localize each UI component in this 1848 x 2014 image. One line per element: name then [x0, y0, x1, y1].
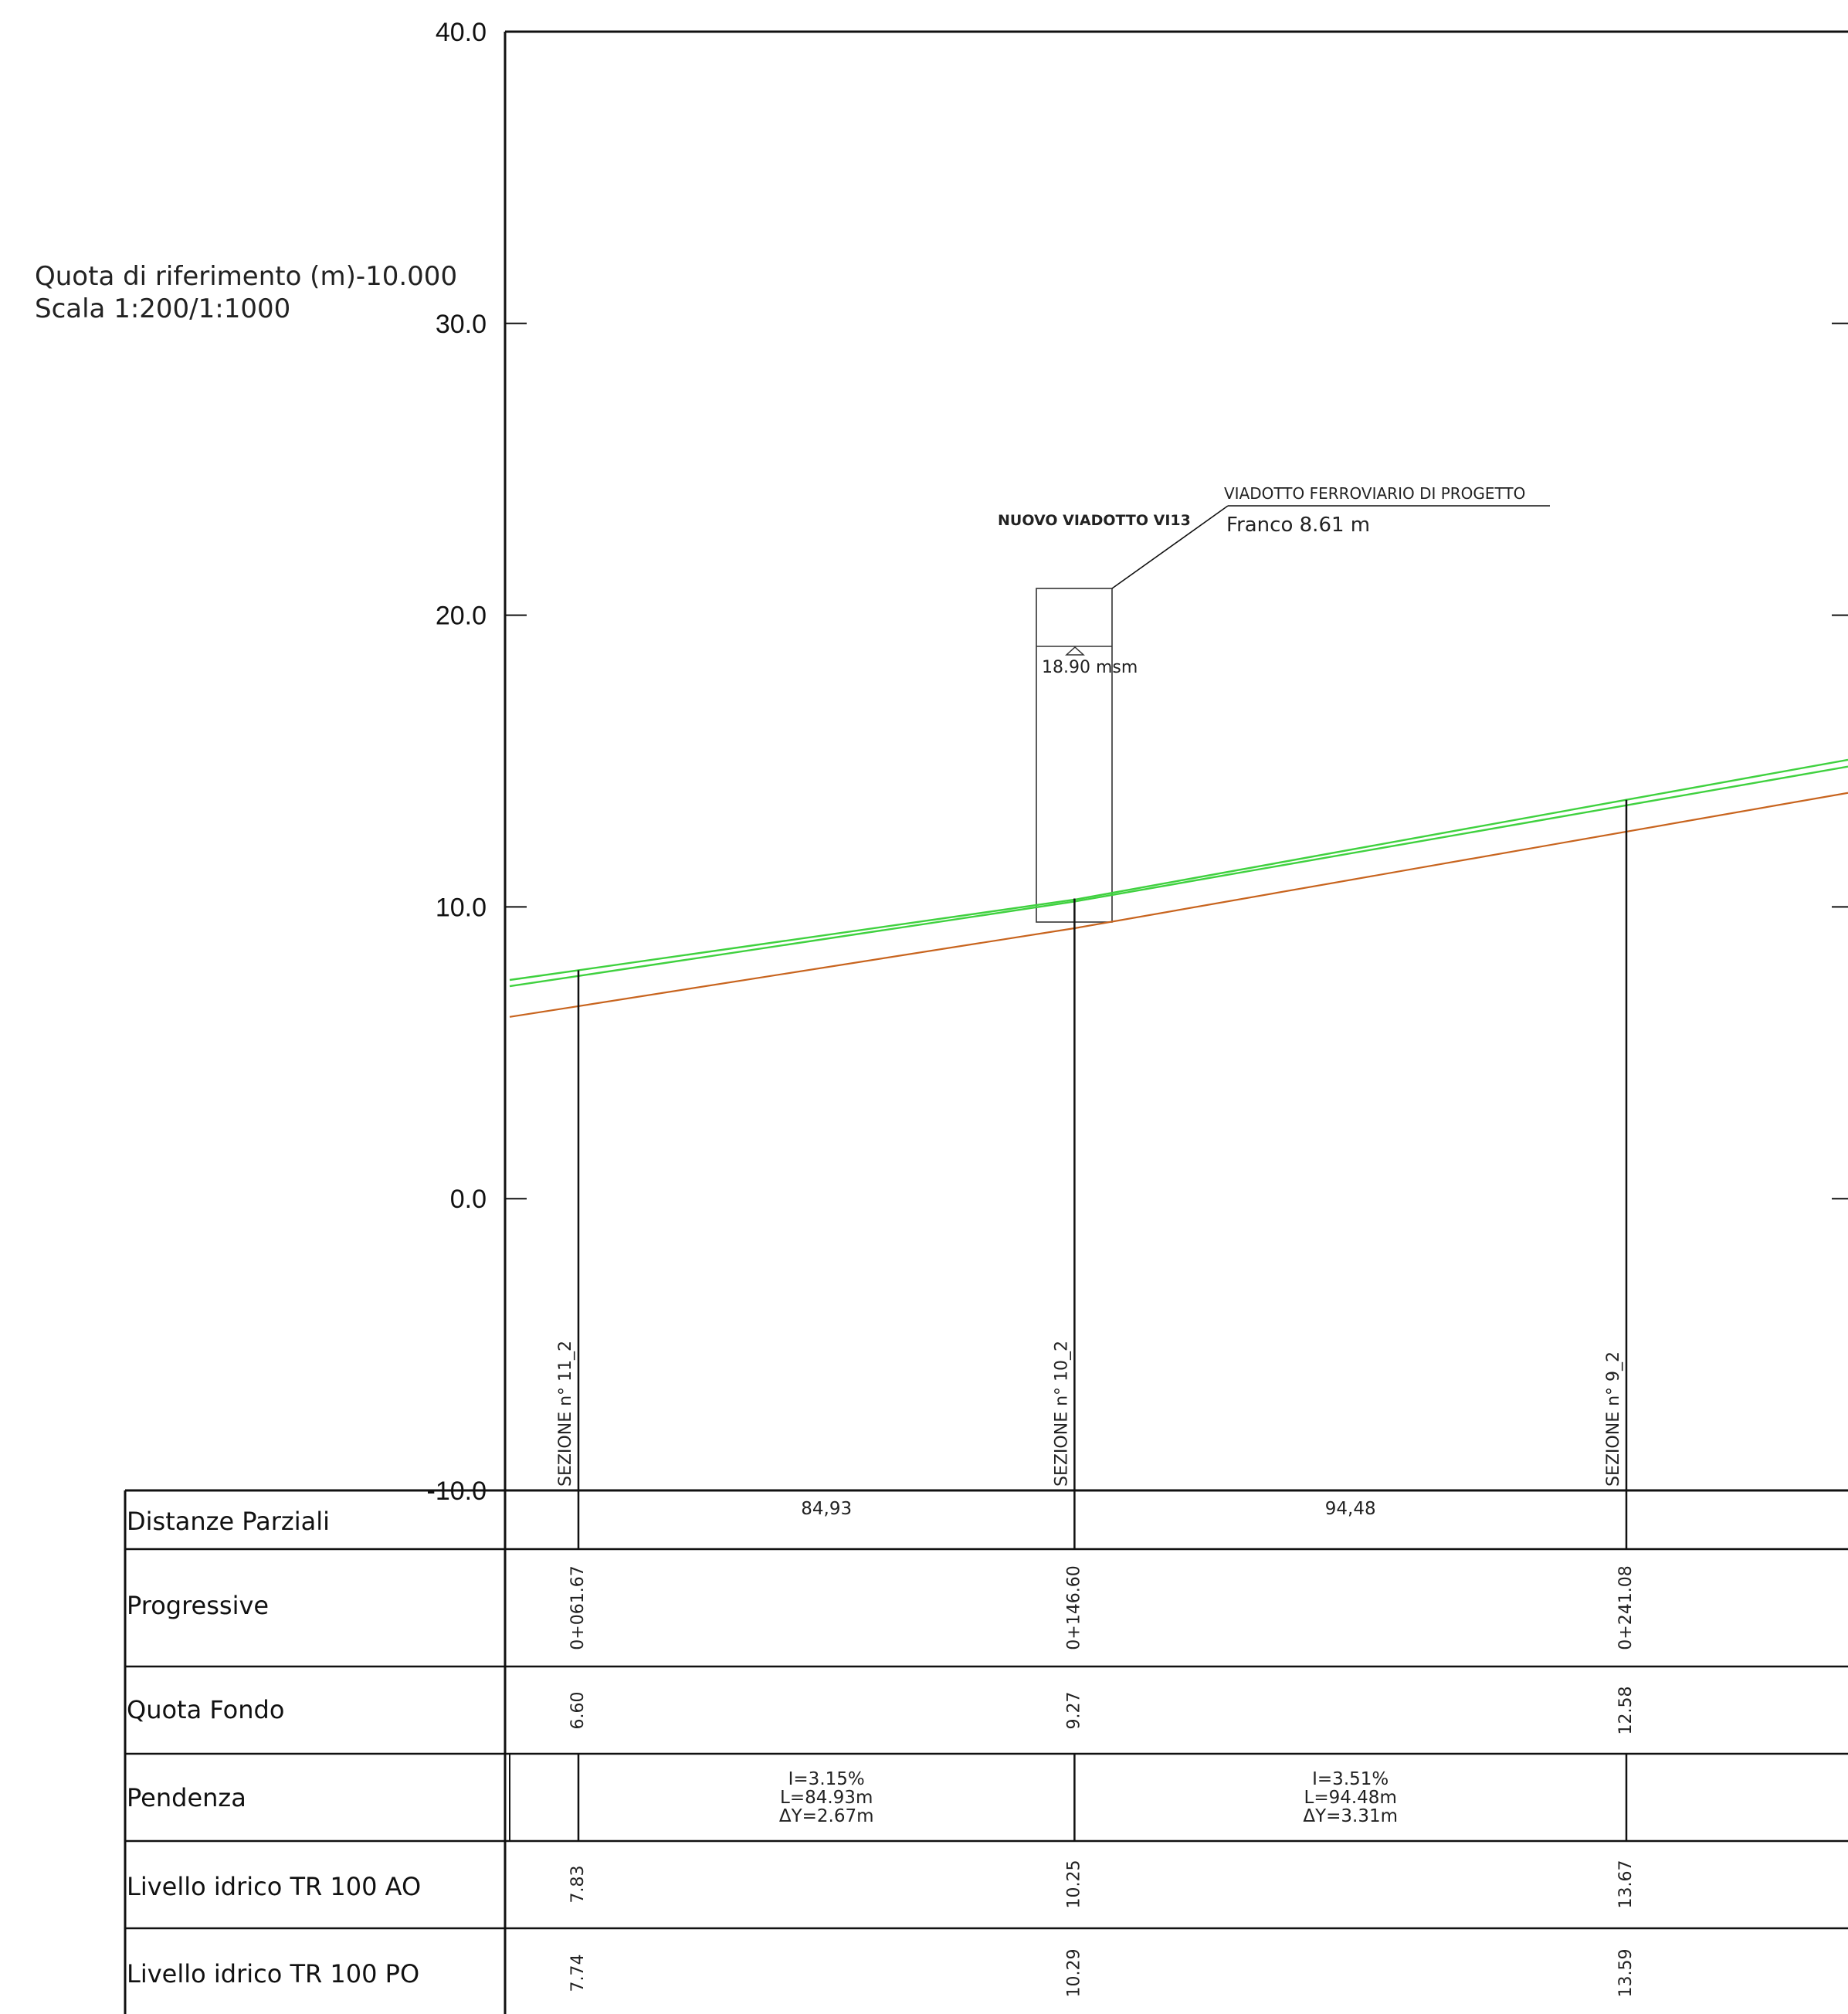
scale-note: Scala 1:200/1:1000 — [35, 293, 290, 324]
table-row-label: Livello idrico TR 100 AO — [127, 1872, 421, 1901]
y-axis-ticks: 40.030.020.010.00.0-10.0 — [427, 18, 1848, 1506]
slope-length-value: L=84.93m — [780, 1788, 873, 1808]
leader-line — [1111, 505, 1229, 589]
slope-delta-value: ΔY=3.31m — [1303, 1806, 1398, 1826]
viaduct-pier — [1036, 588, 1113, 923]
table-row-label: Distanze Parziali — [127, 1507, 330, 1536]
level-marker-icon — [1065, 646, 1085, 656]
table-row-label: Progressive — [127, 1591, 269, 1620]
y-tick-label: 40.0 — [436, 18, 487, 47]
bed-profile-line — [509, 792, 1848, 1018]
table-row-label: Livello idrico TR 100 PO — [127, 1959, 419, 1989]
y-tick-label: 30.0 — [436, 310, 487, 339]
progressive-value: 0+241.08 — [1616, 1565, 1636, 1650]
slope-slope-value: I=3.51% — [1312, 1769, 1389, 1789]
franco-label: Franco 8.61 m — [1226, 514, 1370, 537]
table-row-label: Pendenza — [127, 1783, 246, 1812]
y-tick-label: 0.0 — [450, 1185, 487, 1214]
partial-distance-value: 94,48 — [1325, 1499, 1376, 1519]
water-surface-line-ao — [509, 758, 1848, 982]
water-surface-line-po — [509, 765, 1848, 988]
y-tick-label: 20.0 — [436, 602, 487, 631]
progressive-value: 0+061.67 — [568, 1565, 588, 1650]
table-rows: Distanze Parziali Progressive Quota Fondo P… — [125, 1499, 1848, 1997]
viaduct-name-label: NUOVO VIADOTTO VI13 — [998, 512, 1191, 529]
viaduct-description-label: VIADOTTO FERROVIARIO DI PROGETTO — [1224, 484, 1525, 503]
section-label: SEZIONE n° 10_2 — [1052, 1341, 1071, 1487]
deck-level-label: 18.90 msm — [1042, 658, 1138, 677]
table-row-label: Quota Fondo — [127, 1695, 284, 1724]
reference-level-note: Quota di riferimento (m)-10.000 — [35, 261, 457, 292]
livello-ao-value: 13.67 — [1616, 1860, 1636, 1909]
partial-distance-value: 84,93 — [801, 1499, 852, 1519]
y-tick-label: 10.0 — [436, 893, 487, 922]
livello-ao-value: 7.83 — [568, 1866, 588, 1904]
section-label: SEZIONE n° 9_2 — [1604, 1351, 1623, 1487]
section-label: SEZIONE n° 11_2 — [556, 1341, 575, 1487]
slope-length-value: L=94.48m — [1304, 1788, 1397, 1808]
slope-delta-value: ΔY=2.67m — [779, 1806, 874, 1826]
quota-fondo-value: 6.60 — [568, 1692, 588, 1730]
slope-slope-value: I=3.15% — [788, 1769, 865, 1789]
livello-po-value: 13.59 — [1616, 1949, 1636, 1998]
livello-po-value: 7.74 — [568, 1955, 588, 1992]
viaduct: 18.90 msm NUOVO VIADOTTO VI13 VIADOTTO F… — [998, 484, 1550, 923]
quota-fondo-value: 9.27 — [1064, 1692, 1083, 1730]
profile-table: Distanze Parziali Progressive Quota Fondo P… — [124, 1489, 1848, 2014]
quota-fondo-value: 12.58 — [1616, 1687, 1636, 1735]
livello-po-value: 10.29 — [1064, 1949, 1083, 1998]
progressive-value: 0+146.60 — [1064, 1565, 1083, 1650]
livello-ao-value: 10.25 — [1064, 1860, 1083, 1909]
section-markers: SEZIONE n° 11_2 SEZIONE n° 10_2 SEZIONE n°… — [556, 799, 1628, 1548]
